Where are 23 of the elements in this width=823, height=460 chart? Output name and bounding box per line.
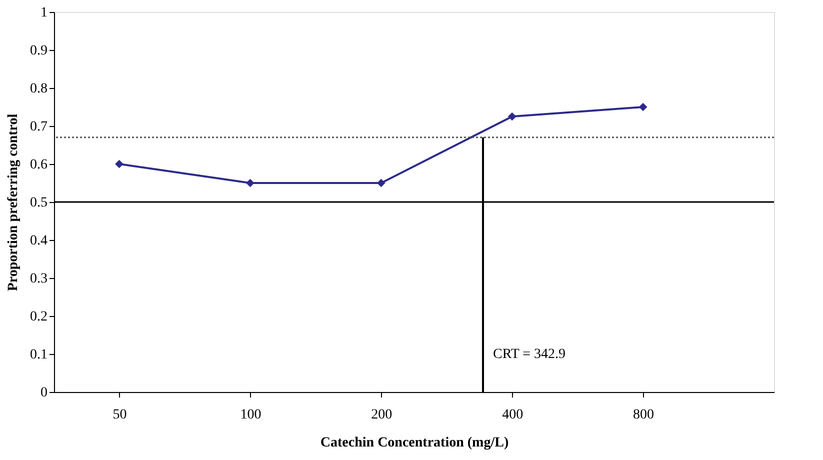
y-tick-label: 0.5: [30, 196, 48, 210]
x-tick-label: 100: [240, 408, 262, 422]
y-tick-label: 0.6: [30, 158, 48, 172]
y-tick-label: 0.3: [30, 272, 48, 286]
point: [246, 178, 254, 188]
y-tick-label: 0.2: [30, 310, 48, 324]
y-tick-label: 0.9: [30, 44, 48, 58]
y-tick-label: 0: [40, 386, 48, 400]
x-axis-title: Catechin Concentration (mg/L): [320, 436, 509, 450]
y-tick-label: 0.1: [30, 348, 48, 362]
point: [638, 102, 648, 112]
x-tick-label: 200: [371, 408, 392, 422]
point: [508, 112, 516, 121]
x-tick-label: 50: [112, 408, 127, 422]
ref-line-label: CRT = 342.9: [492, 347, 566, 362]
y-tick-label: 1: [40, 6, 48, 20]
y-tick-label: 0.7: [30, 120, 48, 134]
y-tick-label: 0.8: [30, 82, 48, 96]
x-tick-label: 800: [633, 408, 654, 422]
point: [115, 160, 124, 168]
y-tick-label: 0.4: [30, 234, 48, 248]
y-axis-title: Proportion preferring control: [6, 114, 21, 292]
x-tick-label: 400: [502, 408, 524, 422]
